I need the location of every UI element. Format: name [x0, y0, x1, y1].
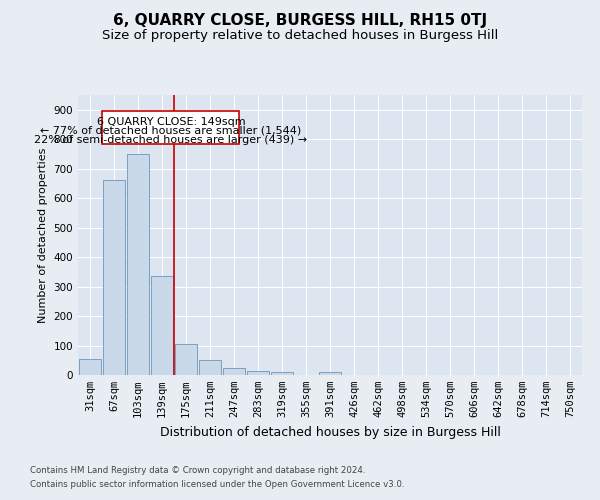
Bar	[247, 370, 269, 375]
Text: ← 77% of detached houses are smaller (1,544): ← 77% of detached houses are smaller (1,…	[40, 126, 302, 136]
Text: Size of property relative to detached houses in Burgess Hill: Size of property relative to detached ho…	[102, 29, 498, 42]
Bar	[79, 359, 101, 375]
Bar	[103, 180, 125, 375]
Text: 6, QUARRY CLOSE, BURGESS HILL, RH15 0TJ: 6, QUARRY CLOSE, BURGESS HILL, RH15 0TJ	[113, 12, 487, 28]
Bar	[223, 368, 245, 375]
Text: Contains public sector information licensed under the Open Government Licence v3: Contains public sector information licen…	[30, 480, 404, 489]
Bar	[175, 344, 197, 375]
Text: Contains HM Land Registry data © Crown copyright and database right 2024.: Contains HM Land Registry data © Crown c…	[30, 466, 365, 475]
Bar	[319, 372, 341, 375]
Y-axis label: Number of detached properties: Number of detached properties	[38, 148, 48, 322]
X-axis label: Distribution of detached houses by size in Burgess Hill: Distribution of detached houses by size …	[160, 426, 500, 438]
Text: 22% of semi-detached houses are larger (439) →: 22% of semi-detached houses are larger (…	[34, 136, 307, 145]
Bar	[151, 276, 173, 375]
Bar	[103, 111, 239, 144]
Bar	[127, 154, 149, 375]
Bar	[199, 360, 221, 375]
Text: 6 QUARRY CLOSE: 149sqm: 6 QUARRY CLOSE: 149sqm	[97, 116, 245, 126]
Bar	[271, 372, 293, 375]
